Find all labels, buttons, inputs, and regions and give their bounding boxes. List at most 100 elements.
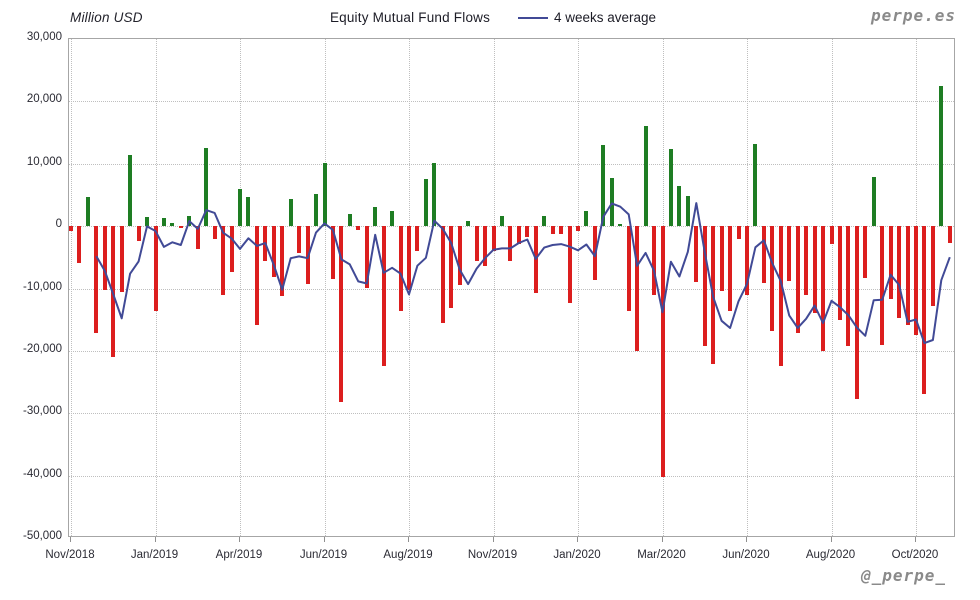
flow-bar: [930, 226, 935, 306]
gridline-h: [69, 413, 954, 415]
flow-bar: [297, 226, 302, 254]
flow-bar: [939, 85, 944, 227]
flow-bar: [407, 226, 411, 291]
x-axis-tick: [323, 537, 325, 542]
flow-bar: [728, 226, 733, 311]
x-tick-label: Jan/2019: [130, 549, 179, 561]
flow-bar: [753, 144, 758, 227]
flow-bar: [195, 226, 200, 250]
y-tick-label: 10,000: [26, 155, 62, 168]
flow-bar: [390, 210, 395, 227]
flow-bar: [871, 177, 876, 227]
watermark-handle: @_perpe_: [860, 566, 946, 585]
y-tick-label: -30,000: [22, 405, 62, 418]
x-tick-label: Jun/2019: [299, 549, 348, 561]
x-axis-tick: [408, 537, 409, 542]
flow-bar: [415, 226, 420, 251]
x-axis-tick: [492, 537, 494, 542]
flow-bar: [246, 196, 251, 227]
flow-bar: [145, 217, 149, 227]
flow-bar: [567, 226, 572, 303]
flow-bar: [787, 226, 792, 282]
flow-bar: [812, 226, 817, 314]
flow-bar: [373, 207, 378, 227]
flow-bar: [685, 196, 690, 227]
x-axis-tick: [154, 537, 156, 542]
y-tick-label: -20,000: [22, 342, 62, 355]
flow-bar: [584, 210, 589, 227]
flow-bar: [432, 162, 437, 227]
chart-title: Equity Mutual Fund Flows: [329, 10, 491, 25]
flow-bar: [314, 193, 318, 227]
flow-bar: [204, 147, 209, 227]
flow-bar: [542, 216, 547, 227]
gridline-v: [578, 39, 579, 536]
flow-bar: [85, 196, 90, 227]
flow-bar: [364, 226, 369, 288]
gridline-h: [69, 475, 954, 477]
flow-bar: [212, 226, 217, 240]
flow-bar: [559, 226, 564, 234]
flow-bar: [119, 226, 124, 293]
flow-bar: [778, 226, 783, 367]
flow-bar: [677, 185, 682, 227]
flow-bar: [660, 226, 665, 477]
x-axis-tick: [661, 537, 663, 542]
flow-bar: [643, 126, 648, 227]
flow-bar: [745, 226, 749, 295]
x-tick-label: Nov/2018: [45, 549, 95, 561]
x-tick-label: Nov/2019: [467, 549, 518, 561]
x-tick-label: Aug/2020: [805, 549, 856, 561]
legend-line-swatch-icon: [518, 16, 548, 19]
flow-bar: [922, 226, 927, 394]
flow-bar: [499, 215, 504, 227]
gridline-h: [69, 101, 954, 103]
flow-bar: [356, 226, 361, 231]
flow-bar: [897, 226, 902, 319]
flow-bar: [761, 226, 766, 283]
y-tick-label: -10,000: [22, 280, 62, 293]
plot-area: [68, 38, 955, 537]
flow-bar: [153, 226, 158, 311]
x-tick-label: Oct/2020: [891, 549, 939, 561]
x-axis-tick: [70, 537, 71, 542]
gridline-h: [69, 163, 954, 165]
x-axis-tick: [830, 537, 832, 542]
flow-bar: [601, 145, 606, 227]
flow-bar: [652, 226, 656, 295]
y-tick-label: 20,000: [26, 93, 62, 106]
y-tick-label: 0: [55, 218, 62, 231]
x-axis-tick: [239, 537, 240, 542]
flow-bar: [635, 226, 640, 351]
gridline-h: [69, 288, 954, 290]
flow-bar: [330, 226, 335, 280]
flow-bar: [474, 226, 479, 261]
x-tick-label: Apr/2019: [215, 549, 263, 561]
flow-bar: [398, 226, 403, 311]
flow-bar: [618, 223, 623, 227]
flow-bar: [305, 226, 310, 284]
x-tick-label: Mar/2020: [637, 549, 686, 561]
x-axis-tick: [746, 537, 747, 542]
flow-bar: [128, 155, 133, 227]
flow-bar: [609, 177, 614, 227]
x-tick-label: Aug/2019: [383, 549, 433, 561]
flow-bar: [846, 226, 851, 347]
flow-bar: [466, 220, 471, 227]
flow-bar: [423, 178, 428, 227]
flow-bar: [668, 148, 673, 227]
flow-bar: [576, 226, 580, 232]
gridline-v: [493, 39, 495, 536]
flow-bar: [170, 222, 175, 227]
flow-bar: [221, 226, 226, 295]
flow-bar: [381, 226, 386, 366]
flow-bar: [694, 226, 699, 282]
average-line: [95, 202, 951, 345]
x-tick-label: Jun/2020: [722, 549, 770, 561]
y-tick-label: -50,000: [22, 530, 62, 542]
flow-bar: [271, 226, 276, 277]
flow-bar: [702, 226, 707, 347]
y-tick-label: 30,000: [26, 31, 62, 43]
flow-bar: [347, 213, 352, 227]
